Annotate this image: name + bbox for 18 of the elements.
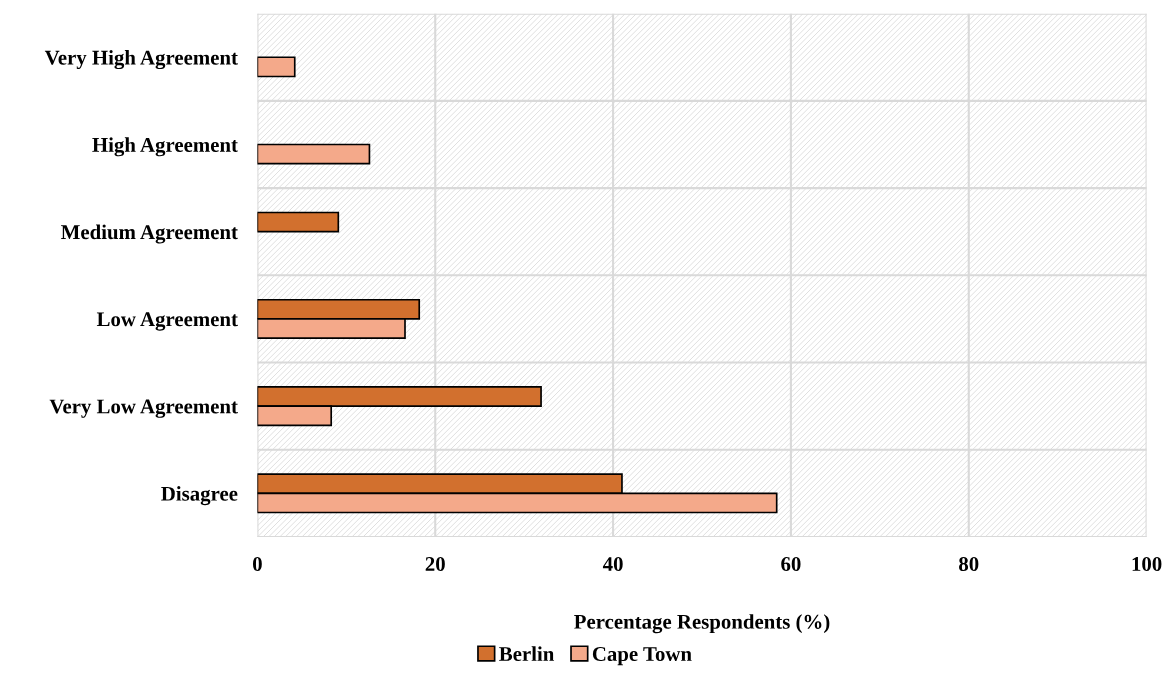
bar [257, 211, 340, 233]
y-tick-label: High Agreement [92, 137, 238, 157]
bar [257, 56, 296, 78]
y-tick-label: Disagree [161, 486, 238, 506]
legend-label: Cape Town [592, 647, 692, 666]
x-tick-label: 100 [1132, 556, 1162, 572]
x-tick-label: 0 [252, 556, 262, 572]
y-tick-label: Very High Agreement [44, 50, 238, 70]
x-axis-title: Percentage Respondents (%) [574, 614, 830, 634]
bar [257, 143, 371, 165]
y-tick-label: Low Agreement [96, 312, 238, 331]
legend-label: Berlin [499, 646, 555, 662]
x-tick-label: 60 [781, 556, 801, 572]
x-tick-label: 80 [959, 556, 979, 572]
y-tick-label: Medium Agreement [61, 224, 238, 244]
x-tick-label: 20 [425, 556, 445, 572]
y-tick-label: Very Low Agreement [49, 399, 238, 418]
x-tick-label: 40 [602, 556, 623, 572]
